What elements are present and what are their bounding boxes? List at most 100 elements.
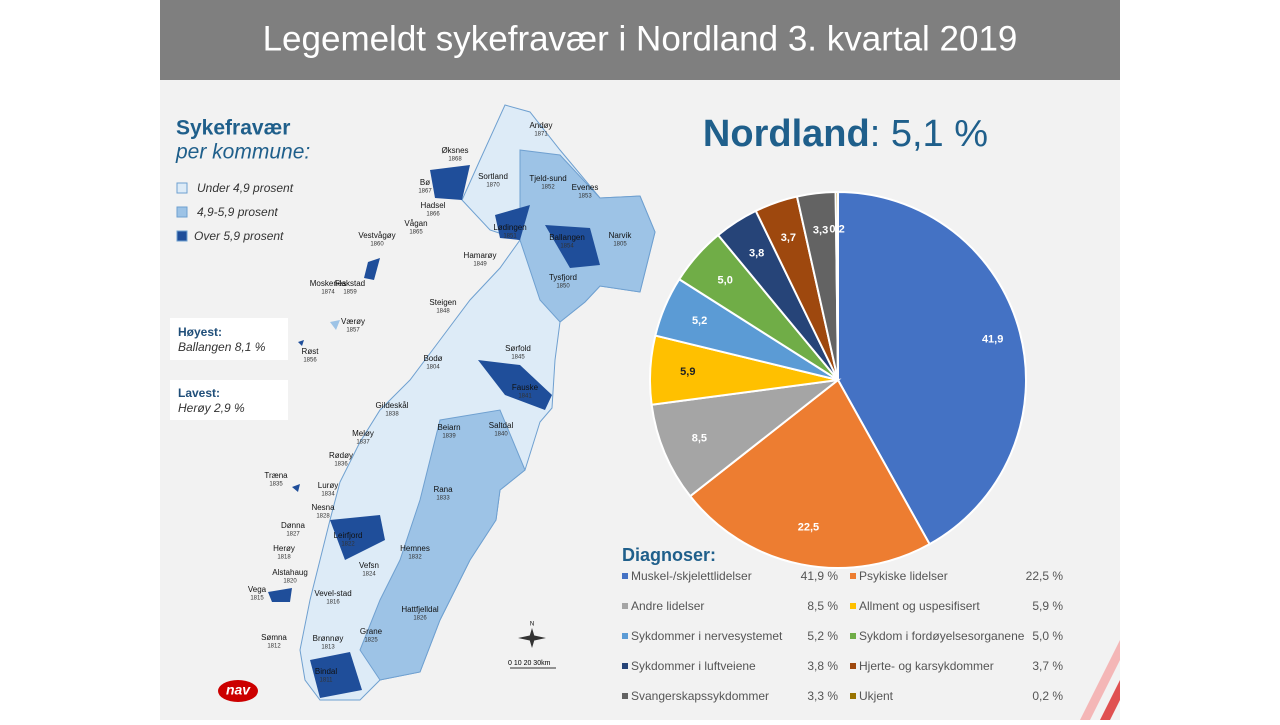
municipality-code: 1824 — [362, 572, 376, 578]
municipality-code: 1836 — [334, 462, 348, 468]
municipality-code: 1826 — [413, 616, 427, 622]
data-label: 3,3 — [813, 225, 828, 237]
municipality-code: 1832 — [408, 555, 422, 561]
headline: Nordland: 5,1 % — [703, 113, 988, 155]
legend-value: 5,2 % — [807, 629, 838, 643]
municipality-code: 1871 — [534, 132, 548, 138]
municipality-name: Sørfold — [505, 344, 531, 353]
municipality-name: Rana — [433, 485, 453, 494]
highest-text: Ballangen 8,1 % — [178, 340, 266, 354]
municipality-name: Beiarn — [437, 423, 460, 432]
municipality-name: Vefsn — [359, 561, 379, 570]
municipality-name: Hemnes — [400, 544, 430, 553]
municipality-code: 1820 — [283, 579, 297, 585]
municipality-name: Rødøy — [329, 451, 353, 460]
municipality-code: 1815 — [250, 596, 264, 602]
municipality-code: 1859 — [343, 290, 357, 296]
municipality-code: 1868 — [448, 157, 462, 163]
municipality-name: Andøy — [529, 121, 552, 130]
municipality-name: Sømna — [261, 633, 287, 642]
map-region — [545, 225, 600, 268]
municipality-name: Gildeskål — [376, 401, 409, 410]
municipality-name: Leirfjord — [334, 531, 363, 540]
municipality-code: 1837 — [356, 440, 370, 446]
lowest-label: Lavest: — [178, 386, 220, 400]
municipality-code: 1849 — [473, 262, 487, 268]
municipality-code: 1854 — [560, 244, 574, 250]
highest-label: Høyest: — [178, 325, 222, 339]
data-label: 8,5 — [692, 432, 707, 444]
data-label: 0,2 — [829, 224, 844, 236]
municipality-name: Bø — [420, 178, 430, 187]
title: Legemeldt sykefravær i Nordland 3. kvart… — [263, 19, 1018, 58]
legend-value: 0,2 % — [1032, 689, 1063, 703]
pie-slice — [688, 378, 931, 569]
legend-value: 5,9 % — [1032, 599, 1063, 613]
municipality-name: Saltdal — [489, 421, 514, 430]
map-island — [298, 340, 304, 346]
map-island — [268, 588, 292, 602]
municipality-code: 1874 — [321, 290, 335, 296]
municipality-name: Alstahaug — [272, 568, 308, 577]
municipality-name: Steigen — [429, 298, 456, 307]
legend-label: Sykdommer i nervesystemet — [631, 629, 783, 643]
municipality-name: Øksnes — [441, 146, 468, 155]
municipality-name: Træna — [264, 471, 288, 480]
municipality-code: 1833 — [436, 496, 450, 502]
legend-value: 5,0 % — [1032, 629, 1063, 643]
data-label: 3,8 — [749, 247, 764, 259]
municipality-code: 1838 — [385, 412, 399, 418]
municipality-name: Moskenes — [310, 279, 346, 288]
legend-swatch — [850, 663, 856, 669]
data-label: 22,5 — [798, 521, 819, 533]
municipality-name: Bindal — [315, 667, 337, 676]
legend-swatch — [176, 206, 188, 218]
municipality-name: Bodø — [423, 354, 442, 363]
data-label: 41,9 — [982, 334, 1003, 346]
municipality-name: Grane — [360, 627, 383, 636]
municipality-code: 1822 — [341, 542, 355, 548]
municipality-name: Værøy — [341, 317, 365, 326]
municipality-code: 1827 — [286, 532, 300, 538]
compass-rose — [518, 628, 546, 648]
municipality-name: Ballangen — [549, 233, 585, 242]
municipality-code: 1841 — [518, 394, 532, 400]
logo: nav — [226, 682, 251, 698]
headline-region: Nordland — [703, 113, 870, 155]
legend-label: Sykdommer i luftveiene — [631, 659, 756, 673]
municipality-code: 1848 — [436, 309, 450, 315]
logo-shape — [218, 680, 258, 702]
legend-swatch — [176, 182, 188, 194]
legend-label: Andre lidelser — [631, 599, 704, 613]
municipality-code: 1857 — [346, 328, 360, 334]
map — [268, 104, 656, 701]
map-island — [292, 484, 300, 492]
municipality-name: Vågan — [404, 219, 427, 228]
legend-swatch — [850, 693, 856, 699]
legend-label: Under 4,9 prosent — [197, 181, 294, 195]
highest-box — [170, 318, 288, 360]
legend: Muskel-/skjelettlidelser 41,9 % Psykiske l… — [622, 569, 1063, 703]
municipality-code: 1865 — [409, 230, 423, 236]
municipality-code: 1866 — [426, 212, 440, 218]
municipality-code: 1856 — [303, 358, 317, 364]
legend-label: Over 5,9 prosent — [194, 229, 284, 243]
legend-label: Muskel-/skjelettlidelser — [631, 569, 752, 583]
legend-swatch — [622, 663, 628, 669]
map-region — [430, 165, 470, 200]
legend-value: 8,5 % — [807, 599, 838, 613]
municipality-name: Flakstad — [335, 279, 365, 288]
municipality-name: Lurøy — [318, 481, 338, 490]
legend-value: 3,8 % — [807, 659, 838, 673]
municipality-name: Lødingen — [493, 223, 526, 232]
pie-slice — [834, 190, 839, 381]
municipality-name: Evenes — [572, 183, 599, 192]
map-region — [359, 409, 526, 681]
pie-slice — [837, 190, 1027, 546]
municipality-code: 1840 — [494, 432, 508, 438]
municipality-code: 1828 — [316, 514, 330, 520]
map-title: Sykefravær — [176, 117, 290, 140]
municipality-name: Hamarøy — [464, 251, 497, 260]
lowest-box — [170, 380, 288, 420]
